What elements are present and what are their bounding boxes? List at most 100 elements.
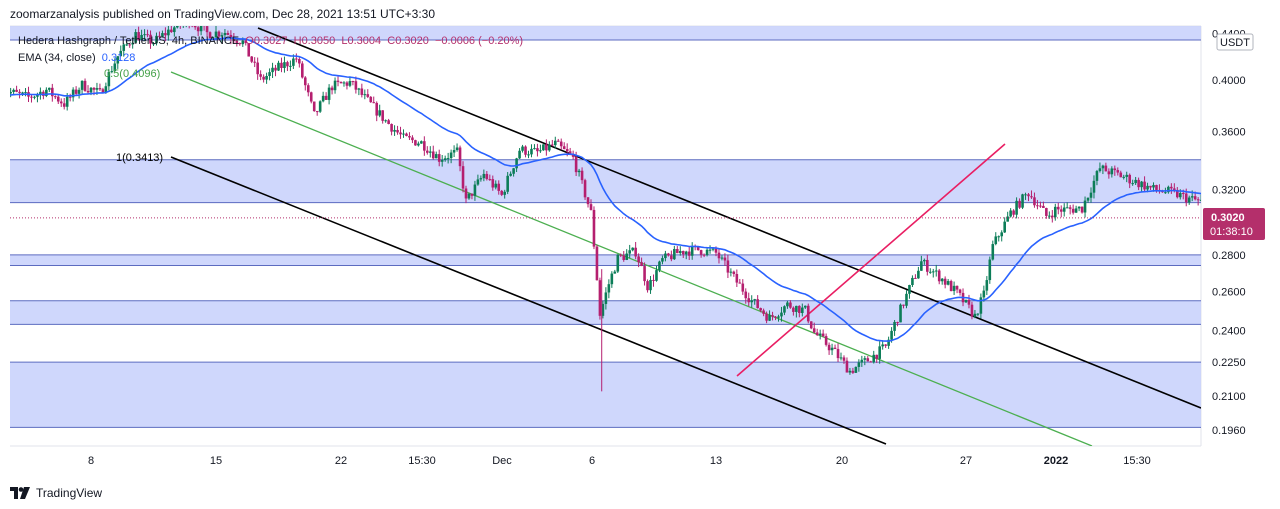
- candle-body-404: [1203, 200, 1206, 201]
- tradingview-logo[interactable]: TradingView: [10, 485, 102, 501]
- candle-body-167: [497, 183, 501, 191]
- candle-body-61: [182, 23, 185, 25]
- candle-body-169: [503, 191, 506, 195]
- candle-body-160: [476, 179, 480, 185]
- candle-body-199: [592, 209, 596, 247]
- ema-legend[interactable]: EMA (34, close) 0.3128: [18, 52, 135, 64]
- candle-body-329: [979, 297, 983, 314]
- ohlc-change: −0.0006 (−0.20%): [434, 35, 524, 47]
- candle-body-301: [896, 321, 899, 323]
- candle-body-287: [854, 366, 858, 373]
- candle-body-259: [771, 315, 774, 317]
- candle-body-240: [714, 248, 718, 253]
- candle-body-0: [0, 90, 3, 95]
- candle-body-37: [110, 71, 114, 73]
- candle-body-281: [836, 349, 840, 359]
- candle-body-202: [601, 303, 605, 316]
- candle-body-154: [458, 147, 462, 167]
- candle-body-391: [1164, 192, 1167, 194]
- support-resistance-zones: [10, 26, 1201, 428]
- candle-body-64: [190, 26, 194, 27]
- candle-body-185: [551, 144, 554, 146]
- candle-body-359: [1068, 207, 1072, 209]
- plot-area[interactable]: [0, 17, 1267, 446]
- candle-body-118: [351, 81, 355, 83]
- candle-body-354: [1053, 206, 1057, 218]
- candle-body-393: [1170, 186, 1173, 189]
- price-tick-2: 0.3600: [1212, 127, 1246, 139]
- candle-body-177: [527, 154, 530, 156]
- tradingview-logo-icon: [10, 487, 30, 499]
- candle-body-299: [890, 330, 893, 340]
- candle-body-387: [1152, 185, 1155, 188]
- candle-body-66: [196, 27, 200, 32]
- candle-body-147: [437, 154, 441, 162]
- candle-body-146: [434, 154, 438, 159]
- candle-body-338: [1006, 216, 1009, 222]
- candle-body-143: [426, 150, 429, 153]
- candle-body-195: [580, 170, 584, 181]
- candle-body-229: [681, 250, 685, 255]
- candle-body-144: [428, 151, 432, 153]
- candle-body-135: [402, 133, 405, 135]
- candle-body-310: [923, 259, 926, 262]
- candle-body-242: [720, 257, 724, 259]
- candle-body-119: [354, 81, 358, 90]
- candle-body-302: [899, 304, 902, 323]
- candle-body-293: [872, 354, 876, 363]
- symbol-legend[interactable]: Hedera Hashgraph / TetherUS, 4h, BINANCE…: [18, 35, 523, 47]
- candle-body-349: [1039, 205, 1042, 207]
- currency-badge[interactable]: USDT: [1216, 33, 1254, 51]
- candle-body-40: [119, 50, 123, 57]
- ohlc-high: 0.3050: [301, 35, 336, 47]
- candle-body-226: [673, 249, 676, 260]
- candle-body-83: [247, 43, 251, 57]
- candle-body-45: [134, 32, 137, 43]
- candle-body-192: [571, 153, 575, 157]
- candle-body-422: [1256, 193, 1259, 206]
- candle-body-115: [342, 82, 346, 84]
- candle-body-260: [774, 316, 777, 318]
- candle-body-372: [1107, 171, 1111, 175]
- candle-body-43: [128, 44, 131, 46]
- candle-body-337: [1003, 221, 1006, 233]
- candle-body-319: [949, 281, 953, 292]
- time-axis[interactable]: 8 15 22 15:30 Dec 6 13 20 27 2022 15:30: [88, 455, 1151, 467]
- candle-body-255: [759, 308, 762, 311]
- candle-body-136: [405, 133, 408, 136]
- channel-lower-line: [170, 156, 887, 445]
- candle-body-145: [431, 151, 435, 159]
- candle-body-100: [298, 59, 301, 64]
- candle-body-282: [839, 357, 843, 359]
- candle-body-31: [92, 87, 96, 90]
- candle-body-99: [295, 58, 298, 60]
- ohlc-low: 0.3004: [347, 35, 382, 47]
- candle-body-180: [536, 148, 539, 152]
- candle-body-105: [312, 101, 316, 112]
- candle-body-268: [798, 305, 801, 314]
- candle-body-351: [1045, 207, 1048, 216]
- candle-body-272: [809, 321, 813, 329]
- candle-body-182: [542, 144, 545, 151]
- candle-body-234: [696, 246, 700, 251]
- candle-body-101: [301, 63, 304, 78]
- candle-body-162: [482, 173, 486, 179]
- candle-body-346: [1030, 196, 1033, 198]
- candle-body-173: [515, 158, 518, 169]
- price-tick-1: 0.4000: [1212, 75, 1246, 87]
- candle-body-165: [491, 179, 495, 188]
- candle-body-385: [1146, 185, 1149, 190]
- candle-body-386: [1149, 185, 1152, 188]
- candle-body-159: [473, 184, 477, 196]
- candle-body-41: [122, 44, 126, 51]
- candle-body-75: [223, 32, 227, 36]
- candle-body-376: [1119, 172, 1123, 178]
- candle-body-49: [146, 34, 149, 36]
- candle-body-279: [830, 347, 834, 351]
- candle-body-384: [1143, 181, 1146, 190]
- candle-body-116: [345, 82, 349, 86]
- candle-body-19: [56, 96, 60, 102]
- candle-body-321: [955, 285, 959, 290]
- candle-body-79: [235, 40, 239, 43]
